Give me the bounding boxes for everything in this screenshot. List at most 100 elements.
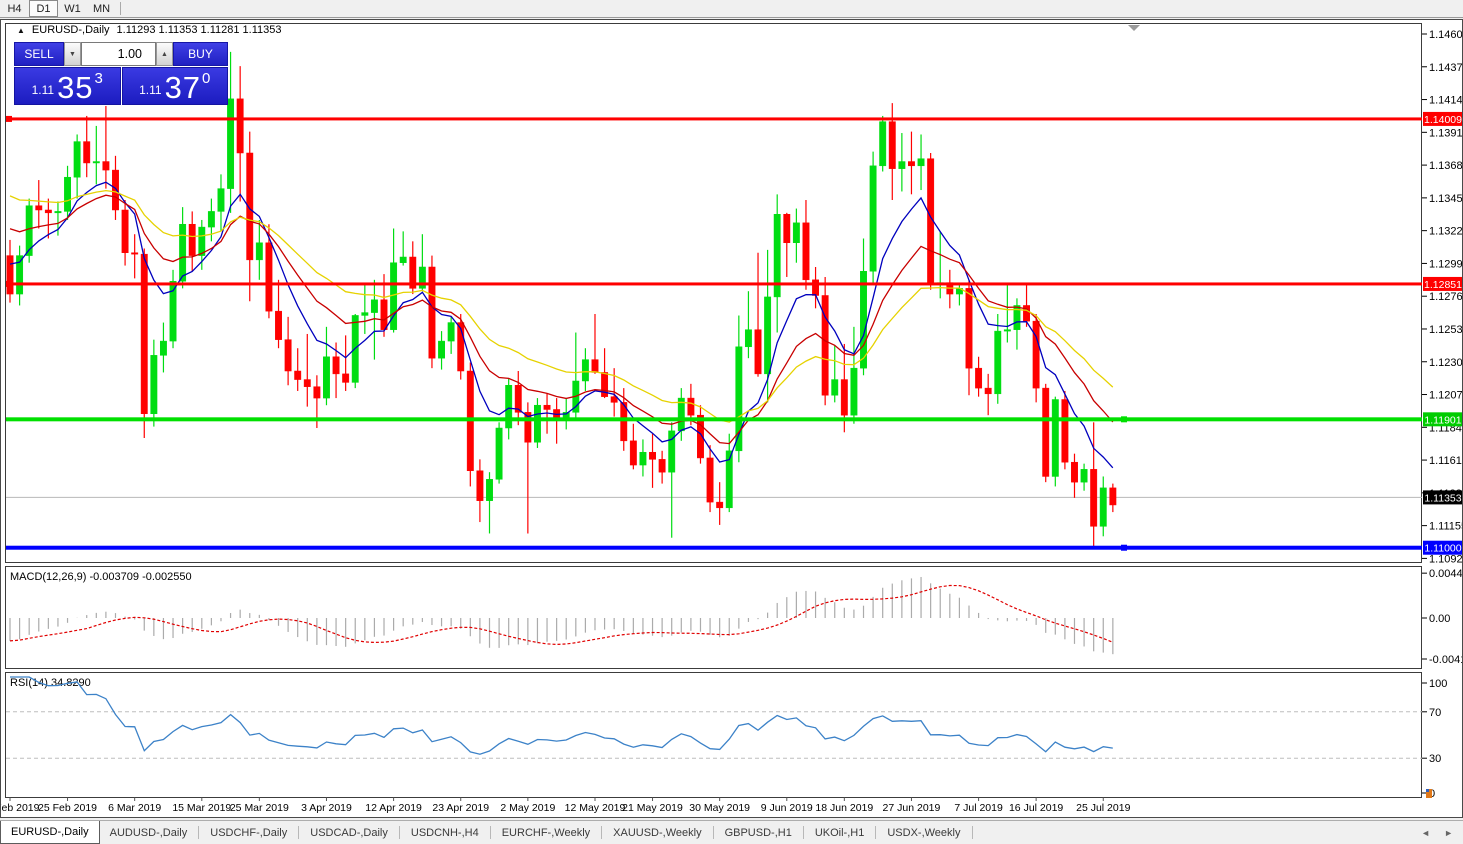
axis-label-1.11000 [1423, 540, 1462, 555]
svg-text:1.13455: 1.13455 [1429, 193, 1462, 205]
date-label: 25 Jul 2019 [1076, 802, 1130, 814]
axis-label-1.14009 [1423, 111, 1462, 126]
tab-divider [489, 826, 491, 839]
price-axis: 1.14605 1.14375 1.14145 1.13915 1.13685 1.134… [1422, 29, 1462, 800]
tab-audusd-daily[interactable]: AUDUSD-,Daily [109, 826, 188, 839]
sell-price-prefix: 1.11 [31, 83, 55, 97]
date-label: 27 Jun 2019 [883, 802, 941, 814]
svg-text:1.14145: 1.14145 [1429, 95, 1462, 107]
chart-quote-ohlc: 1.11293 1.11353 1.11281 1.11353 [116, 24, 282, 36]
timeframe-d1-button[interactable]: D1 [29, 0, 58, 17]
svg-text:1.12765: 1.12765 [1429, 291, 1462, 303]
svg-text:100: 100 [1429, 678, 1447, 690]
scroll-left-button[interactable]: ◄ [1421, 827, 1431, 838]
macd-signal-line [9, 584, 1114, 646]
rsi-levels [6, 711, 1422, 759]
ma-8-line [9, 181, 1114, 469]
tab-scroll-arrows: ◄ ► [1421, 821, 1463, 844]
hline-1.11[interactable] [6, 545, 1422, 550]
buy-button[interactable]: BUY [173, 42, 228, 66]
tab-divider [298, 826, 300, 839]
tab-usdx-weekly[interactable]: USDX-,Weekly [887, 826, 961, 839]
tab-divider [971, 826, 973, 839]
sell-button[interactable]: SELL [14, 42, 64, 66]
tab-eurusd-daily[interactable]: EURUSD-,Daily [0, 821, 100, 844]
tab-ukoil-h1[interactable]: UKOil-,H1 [814, 826, 865, 839]
svg-text:1.12075: 1.12075 [1429, 390, 1462, 402]
chart-shift-marker-icon [1128, 25, 1140, 31]
ma-28-line [9, 189, 1114, 423]
macd-histogram [9, 576, 1114, 655]
chart-canvas[interactable]: MACD(12,26,9) -0.003709 -0.002550 RSI(14)… [1, 20, 1462, 817]
axis-label-1.11901 [1423, 412, 1462, 427]
buy-price-button[interactable]: 1.11 37 0 [121, 67, 228, 105]
svg-text:1.11353: 1.11353 [1424, 492, 1461, 504]
volume-input[interactable] [81, 42, 156, 66]
collapse-panel-icon[interactable]: ▲ [17, 25, 25, 35]
hline-1.11901[interactable] [6, 417, 1422, 422]
ma-16-line [9, 194, 1114, 445]
macd-pane[interactable] [5, 566, 1422, 669]
rsi [10, 676, 1113, 755]
tab-usdcnh-h4[interactable]: USDCNH-,H4 [410, 826, 479, 839]
axis-label-1.11353 [1423, 490, 1462, 505]
timeframe-toolbar: H4 D1 W1 MN [0, 0, 1463, 18]
tab-xauusd-weekly[interactable]: XAUUSD-,Weekly [613, 826, 702, 839]
date-label: 23 Apr 2019 [432, 802, 489, 814]
svg-text:0: 0 [1429, 788, 1435, 800]
chart-header: ▲ EURUSD-,Daily 1.11293 1.11353 1.11281 … [17, 24, 282, 36]
chart-window: ▲ EURUSD-,Daily 1.11293 1.11353 1.11281 … [0, 19, 1463, 818]
pane-frames [5, 23, 1422, 798]
tab-usdchf-daily[interactable]: USDCHF-,Daily [210, 826, 288, 839]
scroll-right-button[interactable]: ► [1444, 827, 1453, 838]
date-label: 7 Jul 2019 [954, 802, 1003, 814]
svg-text:1.12535: 1.12535 [1429, 324, 1462, 336]
svg-text:70: 70 [1429, 707, 1441, 719]
horizontal-lines[interactable] [6, 115, 1422, 551]
sell-price-big: 35 [57, 70, 94, 105]
date-label: 25 Mar 2019 [230, 802, 289, 814]
timeframe-w1-button[interactable]: W1 [64, 2, 81, 15]
svg-text:0.00: 0.00 [1429, 613, 1450, 625]
chart-tab-bar: EURUSD-,Daily AUDUSD-,Daily USDCHF-,Daily U… [0, 820, 1463, 844]
tab-eurchf-weekly[interactable]: EURCHF-,Weekly [501, 826, 591, 839]
candles [6, 51, 1117, 548]
svg-text:1.13225: 1.13225 [1429, 226, 1462, 238]
buy-price-sup: 0 [202, 70, 211, 87]
date-label: 2 May 2019 [500, 802, 555, 814]
hline-1.12851[interactable] [6, 282, 1422, 286]
volume-decrease-button[interactable]: ▼ [64, 42, 81, 66]
rsi-pane[interactable] [5, 672, 1422, 798]
date-label: 18 Jun 2019 [815, 802, 873, 814]
tab-divider [398, 826, 400, 839]
chart-symbol-label: EURUSD-,Daily [31, 24, 110, 36]
date-label: 3 Apr 2019 [301, 802, 352, 814]
shift-marker [1128, 25, 1140, 31]
svg-text:1.13915: 1.13915 [1429, 127, 1462, 139]
volume-increase-button[interactable]: ▲ [156, 42, 173, 66]
svg-text:1.10925: 1.10925 [1429, 553, 1462, 565]
tab-gbpusd-h1[interactable]: GBPUSD-,H1 [724, 826, 792, 839]
timeframe-h4-button[interactable]: H4 [7, 2, 22, 15]
svg-text:1.11615: 1.11615 [1429, 455, 1462, 467]
date-label: 6 Mar 2019 [108, 802, 161, 814]
timeframe-mn-button[interactable]: MN [92, 2, 111, 15]
macd-indicator-label: MACD(12,26,9) -0.003709 -0.002550 [10, 571, 192, 583]
sell-price-button[interactable]: 1.11 35 3 [14, 67, 121, 105]
tab-divider [198, 826, 200, 839]
date-label: 15 Mar 2019 [172, 802, 231, 814]
macd-signal [9, 584, 1114, 646]
tab-divider [712, 826, 714, 839]
tab-divider [875, 826, 877, 839]
hline-1.14009[interactable] [6, 117, 1422, 121]
svg-text:1.11901: 1.11901 [1424, 414, 1461, 426]
date-label: 25 Feb 2019 [38, 802, 97, 814]
svg-text:1.12851: 1.12851 [1424, 279, 1462, 291]
rsi-line [10, 676, 1113, 755]
svg-text:1.14605: 1.14605 [1429, 29, 1462, 41]
tab-usdcad-daily[interactable]: USDCAD-,Daily [310, 826, 388, 839]
date-label: 12 May 2019 [565, 802, 626, 814]
svg-text:0.004484: 0.004484 [1429, 568, 1462, 580]
